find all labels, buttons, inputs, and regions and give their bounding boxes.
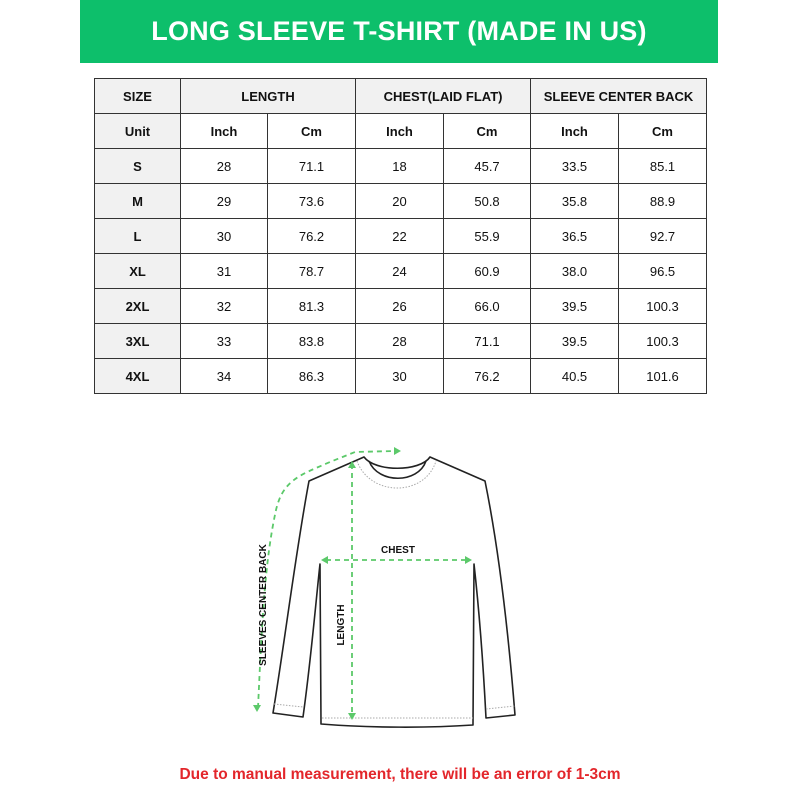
length-label: LENGTH [336, 604, 347, 645]
shirt-outline [272, 456, 516, 728]
value-cell: 18 [355, 148, 445, 184]
value-cell: 76.2 [443, 358, 532, 394]
page-title: LONG SLEEVE T-SHIRT (MADE IN US) [151, 16, 647, 46]
value-cell: 55.9 [443, 218, 532, 254]
chest-label: CHEST [381, 545, 415, 556]
value-cell: 83.8 [266, 323, 357, 359]
table-row: 4XL 34 86.3 30 76.2 40.5 101.6 [94, 358, 708, 394]
value-cell: 34 [180, 358, 268, 394]
arrow-head-icon [348, 461, 356, 468]
unit-cell: Inch [530, 113, 620, 149]
arrow-head-icon [465, 556, 472, 564]
size-cell: 4XL [94, 358, 181, 394]
table-row: L 30 76.2 22 55.9 36.5 92.7 [94, 218, 708, 254]
value-cell: 78.7 [266, 253, 357, 289]
value-cell: 86.3 [266, 358, 357, 394]
sleeve-label: SLEEVES CENTER BACK [258, 543, 269, 665]
value-cell: 92.7 [618, 218, 708, 254]
value-cell: 100.3 [618, 288, 708, 324]
header-row: SIZE LENGTH CHEST(LAID FLAT) SLEEVE CENT… [94, 78, 708, 114]
arrow-head-icon [394, 447, 401, 455]
value-cell: 76.2 [266, 218, 357, 254]
unit-label: Unit [94, 113, 181, 149]
table-body: S 28 71.1 18 45.7 33.5 85.1 M 29 73.6 20 50.8 35.8 88… [94, 148, 708, 394]
arrow-head-icon [253, 705, 261, 712]
unit-cell: Cm [443, 113, 532, 149]
size-cell: S [94, 148, 181, 184]
table-row: 3XL 33 83.8 28 71.1 39.5 100.3 [94, 323, 708, 359]
value-cell: 29 [180, 183, 268, 219]
arrow-heads [253, 447, 472, 720]
value-cell: 66.0 [443, 288, 532, 324]
size-cell: 3XL [94, 323, 181, 359]
size-chart-table: SIZE LENGTH CHEST(LAID FLAT) SLEEVE CENT… [94, 78, 708, 394]
value-cell: 38.0 [530, 253, 620, 289]
value-cell: 30 [355, 358, 445, 394]
value-cell: 39.5 [530, 288, 620, 324]
unit-cell: Cm [266, 113, 357, 149]
value-cell: 36.5 [530, 218, 620, 254]
size-cell: M [94, 183, 181, 219]
measure-arrows [257, 450, 468, 718]
value-cell: 30 [180, 218, 268, 254]
unit-cell: Inch [180, 113, 268, 149]
header-size: SIZE [94, 78, 181, 114]
value-cell: 71.1 [266, 148, 357, 184]
header-length: LENGTH [179, 78, 357, 114]
value-cell: 33 [180, 323, 268, 359]
value-cell: 100.3 [618, 323, 708, 359]
size-cell: 2XL [94, 288, 181, 324]
value-cell: 101.6 [618, 358, 708, 394]
units-row: Unit Inch Cm Inch Cm Inch Cm [94, 113, 708, 149]
arrow-head-icon [321, 556, 328, 564]
size-cell: XL [94, 253, 181, 289]
value-cell: 24 [355, 253, 445, 289]
measurement-note: Due to manual measurement, there will be… [179, 766, 621, 783]
title-banner: LONG SLEEVE T-SHIRT (MADE IN US) [80, 0, 718, 63]
value-cell: 85.1 [618, 148, 708, 184]
value-cell: 40.5 [530, 358, 620, 394]
sleeve-arrow [257, 450, 396, 709]
value-cell: 31 [180, 253, 268, 289]
value-cell: 20 [355, 183, 445, 219]
value-cell: 22 [355, 218, 445, 254]
header-sleeve: SLEEVE CENTER BACK [530, 78, 708, 114]
value-cell: 50.8 [443, 183, 532, 219]
arrow-head-icon [348, 713, 356, 720]
value-cell: 81.3 [266, 288, 357, 324]
header-chest: CHEST(LAID FLAT) [355, 78, 532, 114]
unit-cell: Inch [355, 113, 445, 149]
value-cell: 26 [355, 288, 445, 324]
table-row: M 29 73.6 20 50.8 35.8 88.9 [94, 183, 708, 219]
value-cell: 96.5 [618, 253, 708, 289]
value-cell: 39.5 [530, 323, 620, 359]
